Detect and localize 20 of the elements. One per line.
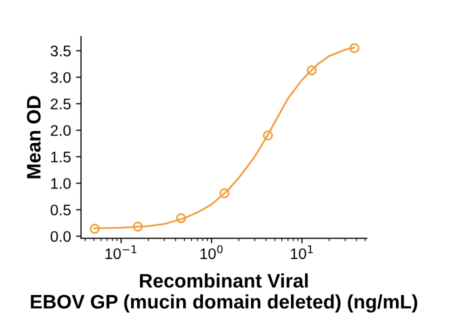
y-tick-label: 3.0	[50, 72, 71, 83]
point	[349, 43, 360, 54]
x-axis-title: Recombinant Viral EBOV GP (mucin domain deleted) (ng/mL)	[30, 273, 418, 313]
point	[262, 130, 273, 141]
point	[306, 65, 317, 76]
x-tick-label: 10$^{1}$	[290, 245, 313, 260]
y-tick-label: 2.0	[50, 125, 71, 136]
y-tick-label: 1.0	[51, 178, 71, 189]
point	[219, 188, 230, 198]
y-tick-label: 2.5	[50, 98, 71, 110]
y-tick-label: 3.5	[50, 46, 71, 56]
y-tick-label: 0.0	[50, 231, 71, 242]
point	[90, 224, 100, 234]
y-tick-label: 1.5	[51, 152, 71, 162]
x-tick-label: 10$^{−1}$	[106, 245, 136, 260]
x-tick-label: 10$^{0}$	[200, 245, 223, 260]
point	[176, 213, 186, 224]
point	[132, 222, 143, 232]
y-tick-label: 0.5	[50, 204, 71, 216]
y-axis-title: Mean OD	[26, 96, 41, 178]
